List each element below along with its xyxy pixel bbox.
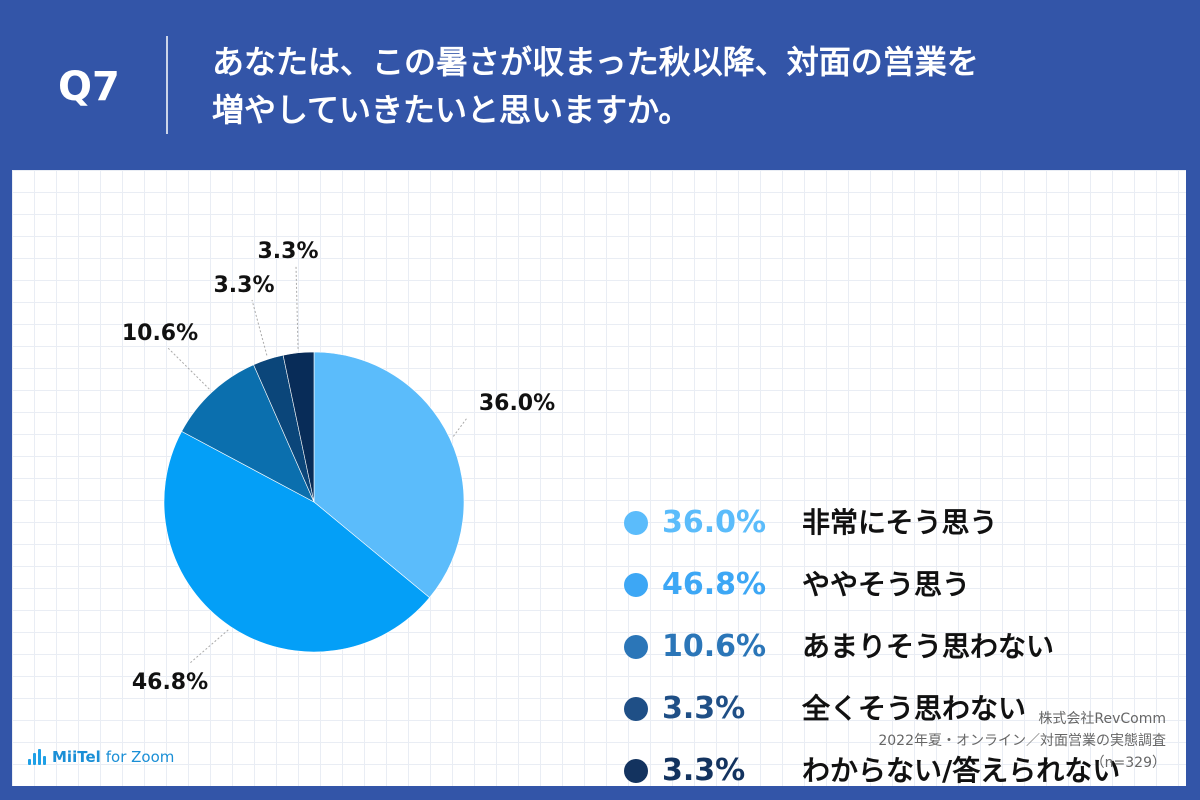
- legend-item: 36.0% 非常にそう思う: [622, 503, 1182, 543]
- header-divider: [166, 36, 168, 134]
- legend-item: 3.3% わからない/答えられない: [622, 751, 1182, 791]
- pie-slice: [163, 430, 430, 653]
- question-text: あなたは、この暑さが収まった秋以降、対面の営業を 増やしていきたいと思いますか。: [212, 38, 1172, 134]
- legend-dot: [624, 573, 648, 597]
- pie-slice: [313, 351, 465, 599]
- leader-line: [251, 299, 268, 356]
- legend-label: 非常にそう思う: [802, 506, 998, 539]
- audio-bars-icon: [28, 749, 46, 765]
- question-number: Q7: [58, 64, 120, 110]
- pie-slice: [181, 364, 315, 503]
- leader-line: [295, 265, 299, 349]
- legend-dot: [624, 759, 648, 783]
- question-line-1: あなたは、この暑さが収まった秋以降、対面の営業を: [212, 43, 979, 81]
- data-label: 3.3%: [213, 273, 274, 298]
- source-company: 株式会社RevComm: [1038, 711, 1166, 727]
- legend-label: 全くそう思わない: [802, 692, 1027, 725]
- pie-chart: 36.0% 46.8% 10.6% 3.3% 3.3%: [122, 239, 555, 695]
- header: Q7 あなたは、この暑さが収まった秋以降、対面の営業を 増やしていきたいと思いま…: [0, 0, 1200, 170]
- leader-line: [189, 629, 229, 664]
- logo-suffix: for Zoom: [105, 748, 175, 766]
- data-label: 3.3%: [257, 239, 318, 264]
- legend-item: 10.6% あまりそう思わない: [622, 627, 1182, 667]
- legend-percent: 10.6%: [662, 629, 767, 664]
- chart-panel: 36.0% 46.8% 10.6% 3.3% 3.3% 36.0% 非常にそう思う 46.8…: [12, 170, 1186, 788]
- leader-line: [452, 417, 468, 437]
- legend-dot: [624, 635, 648, 659]
- legend-item: 46.8% ややそう思う: [622, 565, 1182, 605]
- legend-percent: 46.8%: [662, 567, 767, 602]
- legend-dot: [624, 511, 648, 535]
- legend-percent: 3.3%: [662, 691, 746, 726]
- source-note: 株式会社RevComm 2022年夏・オンライン／対面営業の実態調査 （n=32…: [878, 708, 1166, 774]
- source-sample-size: （n=329）: [1090, 755, 1166, 771]
- data-label: 36.0%: [479, 391, 555, 416]
- logo-brand: MiiTel: [52, 748, 101, 766]
- legend-percent: 36.0%: [662, 505, 767, 540]
- legend-label: わからない/答えられない: [802, 754, 1121, 787]
- legend-item: 3.3% 全くそう思わない: [622, 689, 1182, 729]
- legend-label: あまりそう思わない: [802, 630, 1055, 663]
- source-survey: 2022年夏・オンライン／対面営業の実態調査: [878, 733, 1166, 749]
- question-line-2: 増やしていきたいと思いますか。: [212, 91, 691, 129]
- legend-label: ややそう思う: [802, 568, 971, 601]
- data-label: 10.6%: [122, 321, 198, 346]
- miitel-logo: MiiTel for Zoom: [28, 748, 174, 766]
- legend-percent: 3.3%: [662, 753, 746, 788]
- data-label: 46.8%: [132, 670, 208, 695]
- pie-slice: [282, 351, 315, 503]
- leader-line: [167, 347, 210, 390]
- legend-dot: [624, 697, 648, 721]
